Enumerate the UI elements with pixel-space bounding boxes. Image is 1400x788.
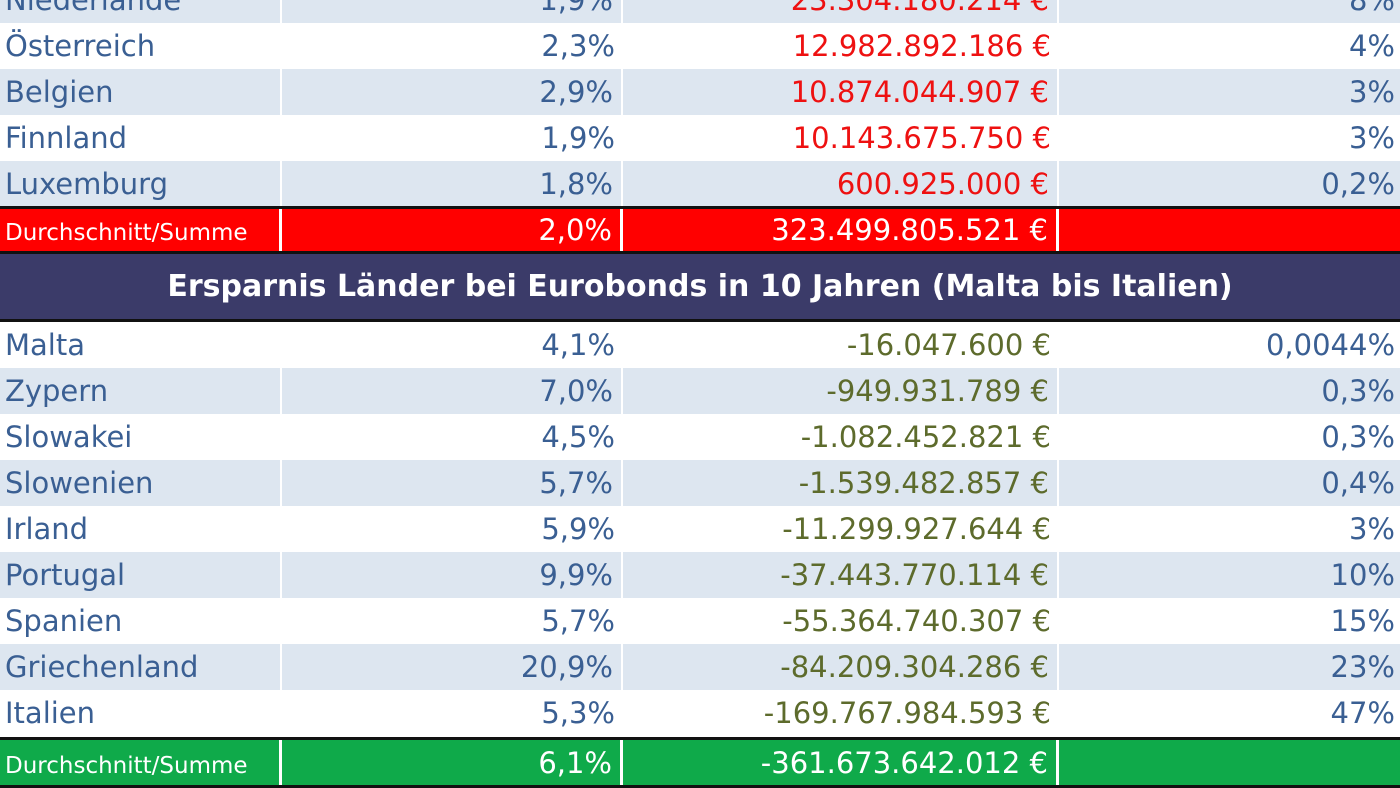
amount-cell: -84.209.304.286 € [623, 644, 1059, 690]
table-row: Slowakei 4,5% -1.082.452.821 € 0,3% [0, 414, 1400, 460]
amount-cell: -1.539.482.857 € [623, 460, 1059, 506]
table-row: Luxemburg 1,8% 600.925.000 € 0,2% [0, 161, 1400, 207]
amount-cell: -37.443.770.114 € [623, 552, 1059, 598]
summary-amount: -361.673.642.012 € [623, 740, 1059, 785]
country-cell: Luxemburg [0, 161, 282, 207]
country-cell: Portugal [0, 552, 282, 598]
summary-row-cost: Durchschnitt/Summe 2,0% 323.499.805.521 … [0, 206, 1400, 254]
country-cell: Zypern [0, 368, 282, 414]
summary-share [1059, 209, 1400, 251]
table-row: Slowenien 5,7% -1.539.482.857 € 0,4% [0, 460, 1400, 506]
rate-cell: 5,9% [541, 512, 615, 546]
rate-cell: 1,9% [282, 0, 623, 23]
summary-rate: 6,1% [282, 740, 623, 785]
rate-cell: 5,7% [541, 604, 615, 638]
country-cell: Italien [5, 696, 96, 730]
section-title: Ersparnis Länder bei Eurobonds in 10 Jah… [167, 269, 1233, 304]
share-cell: 0,4% [1059, 460, 1400, 506]
country-cell: Niederlande [0, 0, 282, 23]
share-cell: 0,2% [1059, 161, 1400, 207]
amount-cell: 10.143.675.750 € [792, 121, 1051, 155]
amount-cell: -1.082.452.821 € [800, 420, 1051, 454]
table-row: Italien 5,3% -169.767.984.593 € 47% [0, 690, 1400, 736]
country-cell: Finnland [5, 121, 128, 155]
amount-cell: 10.874.044.907 € [623, 69, 1059, 115]
rate-cell: 9,9% [282, 552, 623, 598]
country-cell: Österreich [5, 29, 156, 63]
table-row: Portugal 9,9% -37.443.770.114 € 10% [0, 552, 1400, 598]
share-cell: 0,0044% [1265, 328, 1395, 362]
table-row: Niederlande 1,9% 23.304.180.214 € 8% [0, 0, 1400, 23]
share-cell: 0,3% [1321, 420, 1395, 454]
table-row: Belgien 2,9% 10.874.044.907 € 3% [0, 69, 1400, 115]
rate-cell: 4,5% [541, 420, 615, 454]
country-cell: Slowenien [0, 460, 282, 506]
share-cell: 47% [1330, 696, 1395, 730]
share-cell: 4% [1348, 29, 1395, 63]
country-cell: Belgien [0, 69, 282, 115]
table-row: Spanien 5,7% -55.364.740.307 € 15% [0, 598, 1400, 644]
amount-cell: -11.299.927.644 € [782, 512, 1051, 546]
rate-cell: 2,3% [541, 29, 615, 63]
rate-cell: 1,9% [541, 121, 615, 155]
rate-cell: 2,9% [282, 69, 623, 115]
share-cell: 3% [1348, 121, 1395, 155]
share-cell: 8% [1059, 0, 1400, 23]
share-cell: 15% [1330, 604, 1395, 638]
rate-cell: 20,9% [282, 644, 623, 690]
country-cell: Irland [5, 512, 89, 546]
table-row: Österreich 2,3% 12.982.892.186 € 4% [0, 23, 1400, 69]
rate-cell: 1,8% [282, 161, 623, 207]
summary-rate: 2,0% [282, 209, 623, 251]
amount-cell: -949.931.789 € [623, 368, 1059, 414]
savings-section-header: Ersparnis Länder bei Eurobonds in 10 Jah… [0, 254, 1400, 322]
share-cell: 0,3% [1059, 368, 1400, 414]
table-row: Griechenland 20,9% -84.209.304.286 € 23% [0, 644, 1400, 690]
country-cell: Malta [5, 328, 85, 362]
amount-cell: -16.047.600 € [846, 328, 1051, 362]
country-cell: Griechenland [0, 644, 282, 690]
summary-label: Durchschnitt/Summe [0, 740, 282, 785]
amount-cell: 600.925.000 € [623, 161, 1059, 207]
summary-amount: 323.499.805.521 € [623, 209, 1059, 251]
share-cell: 10% [1059, 552, 1400, 598]
summary-share [1059, 740, 1400, 785]
table-row: Zypern 7,0% -949.931.789 € 0,3% [0, 368, 1400, 414]
share-cell: 23% [1059, 644, 1400, 690]
amount-cell: 12.982.892.186 € [792, 29, 1051, 63]
share-cell: 3% [1059, 69, 1400, 115]
rate-cell: 5,3% [541, 696, 615, 730]
rate-cell: 4,1% [541, 328, 615, 362]
rate-cell: 7,0% [282, 368, 623, 414]
country-cell: Slowakei [5, 420, 133, 454]
summary-row-savings: Durchschnitt/Summe 6,1% -361.673.642.012… [0, 737, 1400, 788]
amount-cell: -55.364.740.307 € [782, 604, 1051, 638]
summary-label: Durchschnitt/Summe [0, 209, 282, 251]
rate-cell: 5,7% [282, 460, 623, 506]
share-cell: 3% [1348, 512, 1395, 546]
country-cell: Spanien [5, 604, 123, 638]
table-row: Irland 5,9% -11.299.927.644 € 3% [0, 506, 1400, 552]
table-row: Malta 4,1% -16.047.600 € 0,0044% [0, 322, 1400, 368]
amount-cell: -169.767.984.593 € [763, 696, 1051, 730]
table-row: Finnland 1,9% 10.143.675.750 € 3% [0, 115, 1400, 161]
amount-cell: 23.304.180.214 € [623, 0, 1059, 23]
